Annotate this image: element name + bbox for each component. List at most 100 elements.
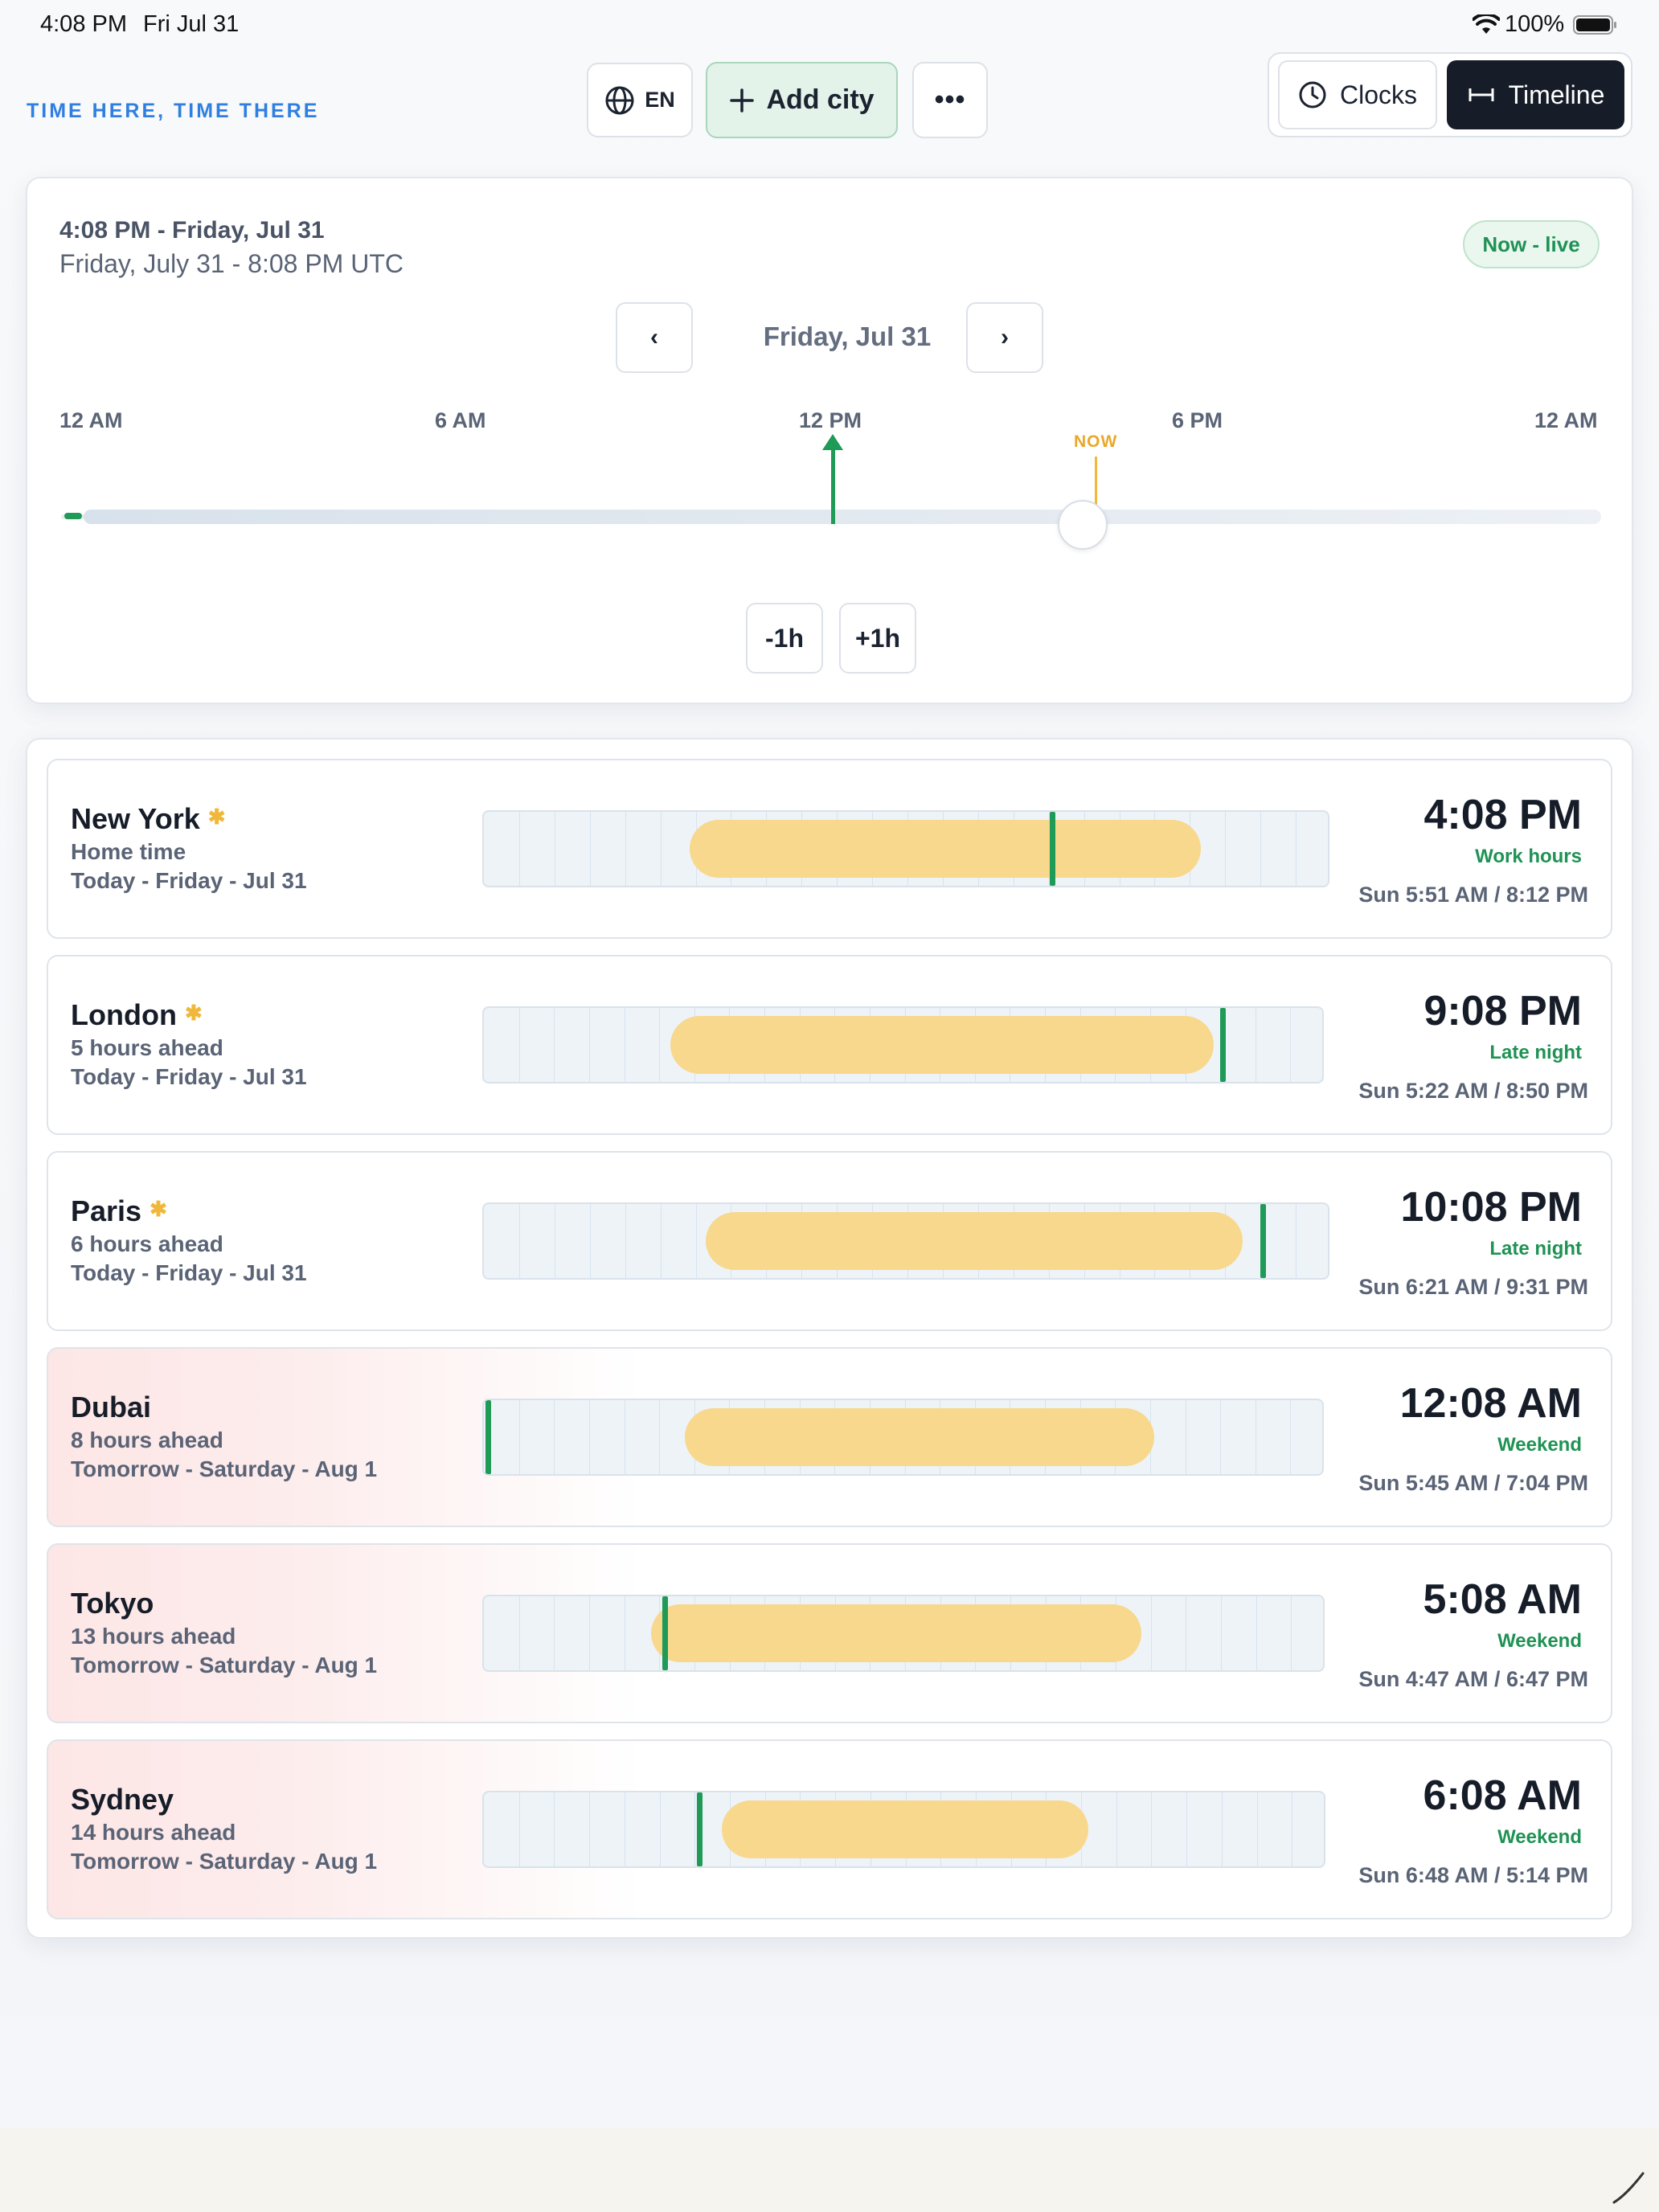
hour-gridline <box>554 1008 555 1082</box>
city-name-wrap: Dubai <box>71 1391 151 1424</box>
city-date: Today - Friday - Jul 31 <box>71 868 307 893</box>
app-title: TIME HERE, TIME THERE <box>27 100 320 122</box>
hour-gridline <box>1290 1008 1292 1082</box>
axis-label-12am-end: 12 AM <box>1534 408 1598 432</box>
city-name-wrap: Paris ✱ <box>71 1194 167 1228</box>
selected-time-marker <box>831 444 835 524</box>
add-city-button[interactable]: Add city <box>706 62 898 138</box>
hour-gridline <box>1256 1792 1258 1866</box>
next-day-button[interactable]: › <box>966 302 1043 373</box>
minus-hour-button[interactable]: -1h <box>746 603 823 674</box>
city-day-bar[interactable] <box>482 1399 1324 1476</box>
star-icon: ✱ <box>150 1197 167 1221</box>
city-status: Late night <box>1489 1042 1582 1063</box>
hour-gridline <box>554 1792 555 1866</box>
city-offset: 6 hours ahead <box>71 1231 223 1256</box>
day-label: Friday, Jul 31 <box>763 322 932 351</box>
current-time-marker <box>697 1792 703 1866</box>
plus-icon <box>730 88 755 113</box>
status-date: Fri Jul 31 <box>143 11 240 37</box>
hour-gridline <box>589 1204 591 1278</box>
clocks-view-button[interactable]: Clocks <box>1278 60 1437 129</box>
city-offset: 13 hours ahead <box>71 1624 236 1649</box>
city-row-tokyo[interactable]: Tokyo 13 hours ahead Tomorrow - Saturday… <box>47 1543 1612 1723</box>
timeline-view-button[interactable]: Timeline <box>1447 60 1624 129</box>
hour-gridline <box>518 1204 520 1278</box>
daylight-band <box>722 1800 1088 1858</box>
language-button[interactable]: EN <box>587 63 693 137</box>
city-date: Today - Friday - Jul 31 <box>71 1064 307 1089</box>
battery-percent: 100% <box>1505 11 1565 37</box>
city-sun-times: Sun 5:22 AM / 8:50 PM <box>1358 1079 1588 1103</box>
selected-local-time: 4:08 PM - Friday, Jul 31 <box>59 217 325 244</box>
star-icon: ✱ <box>184 1001 203 1025</box>
hour-gridline <box>588 1400 590 1474</box>
hour-gridline <box>660 1204 662 1278</box>
city-list: New York ✱ Home time Today - Friday - Jul… <box>26 738 1633 1939</box>
hour-gridline <box>1186 1792 1188 1866</box>
current-time-marker <box>485 1400 491 1474</box>
hour-gridline <box>659 1400 661 1474</box>
city-day-bar[interactable] <box>482 1791 1325 1868</box>
city-day-bar[interactable] <box>482 810 1329 887</box>
plus-hour-button[interactable]: +1h <box>839 603 916 674</box>
battery-icon <box>1573 15 1616 35</box>
hour-gridline <box>589 812 591 886</box>
selected-utc-time: Friday, July 31 - 8:08 PM UTC <box>59 249 403 278</box>
time-slider-fill <box>84 510 1601 524</box>
city-name-wrap: New York ✱ <box>71 802 226 836</box>
hour-gridline <box>518 1400 520 1474</box>
hour-gridline <box>1290 1400 1292 1474</box>
city-row-dubai[interactable]: Dubai 8 hours ahead Tomorrow - Saturday … <box>47 1347 1612 1527</box>
current-time-marker <box>1050 812 1055 886</box>
time-slider-handle[interactable] <box>1058 500 1108 550</box>
more-button[interactable]: ••• <box>912 62 988 138</box>
time-slider-start <box>64 513 82 519</box>
hour-gridline <box>1256 1596 1257 1670</box>
city-row-sydney[interactable]: Sydney 14 hours ahead Tomorrow - Saturda… <box>47 1739 1612 1919</box>
hour-gridline <box>625 1204 626 1278</box>
daylight-band <box>670 1016 1214 1074</box>
city-offset: 5 hours ahead <box>71 1035 223 1060</box>
axis-label-12am: 12 AM <box>59 408 123 432</box>
time-selector-card: 4:08 PM - Friday, Jul 31 Friday, July 31… <box>26 177 1633 704</box>
city-day-bar[interactable] <box>482 1006 1324 1083</box>
city-row-paris[interactable]: Paris ✱ 6 hours ahead Today - Friday - Ju… <box>47 1151 1612 1331</box>
city-time: 12:08 AM <box>1399 1380 1582 1427</box>
city-name-wrap: Tokyo <box>71 1587 154 1620</box>
pencil-icon[interactable] <box>1611 2170 1648 2206</box>
daylight-band <box>706 1212 1243 1270</box>
live-badge[interactable]: Now - live <box>1463 220 1600 268</box>
city-day-bar[interactable] <box>482 1202 1329 1280</box>
hour-gridline <box>660 812 662 886</box>
wifi-icon <box>1473 14 1500 34</box>
view-switcher: Clocks Timeline <box>1268 52 1632 137</box>
hour-gridline <box>659 1792 661 1866</box>
hour-gridline <box>554 1400 555 1474</box>
city-date: Tomorrow - Saturday - Aug 1 <box>71 1653 378 1677</box>
city-name: Dubai <box>71 1391 152 1423</box>
previous-day-button[interactable]: ‹ <box>616 302 693 373</box>
city-sun-times: Sun 6:21 AM / 9:31 PM <box>1358 1275 1588 1299</box>
hour-gridline <box>1150 1596 1152 1670</box>
hour-gridline <box>1225 812 1227 886</box>
city-time: 4:08 PM <box>1423 792 1582 838</box>
city-status: Work hours <box>1475 846 1582 867</box>
axis-label-6am: 6 AM <box>435 408 486 432</box>
city-name: Sydney <box>71 1783 174 1816</box>
city-date: Today - Friday - Jul 31 <box>71 1260 307 1285</box>
city-time: 5:08 AM <box>1423 1576 1582 1623</box>
daylight-band <box>651 1604 1141 1662</box>
empty-area <box>0 2017 1659 2128</box>
current-time-marker <box>1260 1204 1266 1278</box>
city-name: London <box>71 998 177 1031</box>
hour-gridline <box>589 1596 590 1670</box>
city-day-bar[interactable] <box>482 1595 1325 1672</box>
now-label: NOW <box>1074 432 1118 451</box>
hour-gridline <box>518 1792 520 1866</box>
star-icon: ✱ <box>207 805 226 829</box>
more-icon: ••• <box>934 84 966 115</box>
city-row-new-york[interactable]: New York ✱ Home time Today - Friday - Jul… <box>47 759 1612 939</box>
city-status: Weekend <box>1497 1826 1582 1848</box>
city-row-london[interactable]: London ✱ 5 hours ahead Today - Friday - J… <box>47 955 1612 1135</box>
